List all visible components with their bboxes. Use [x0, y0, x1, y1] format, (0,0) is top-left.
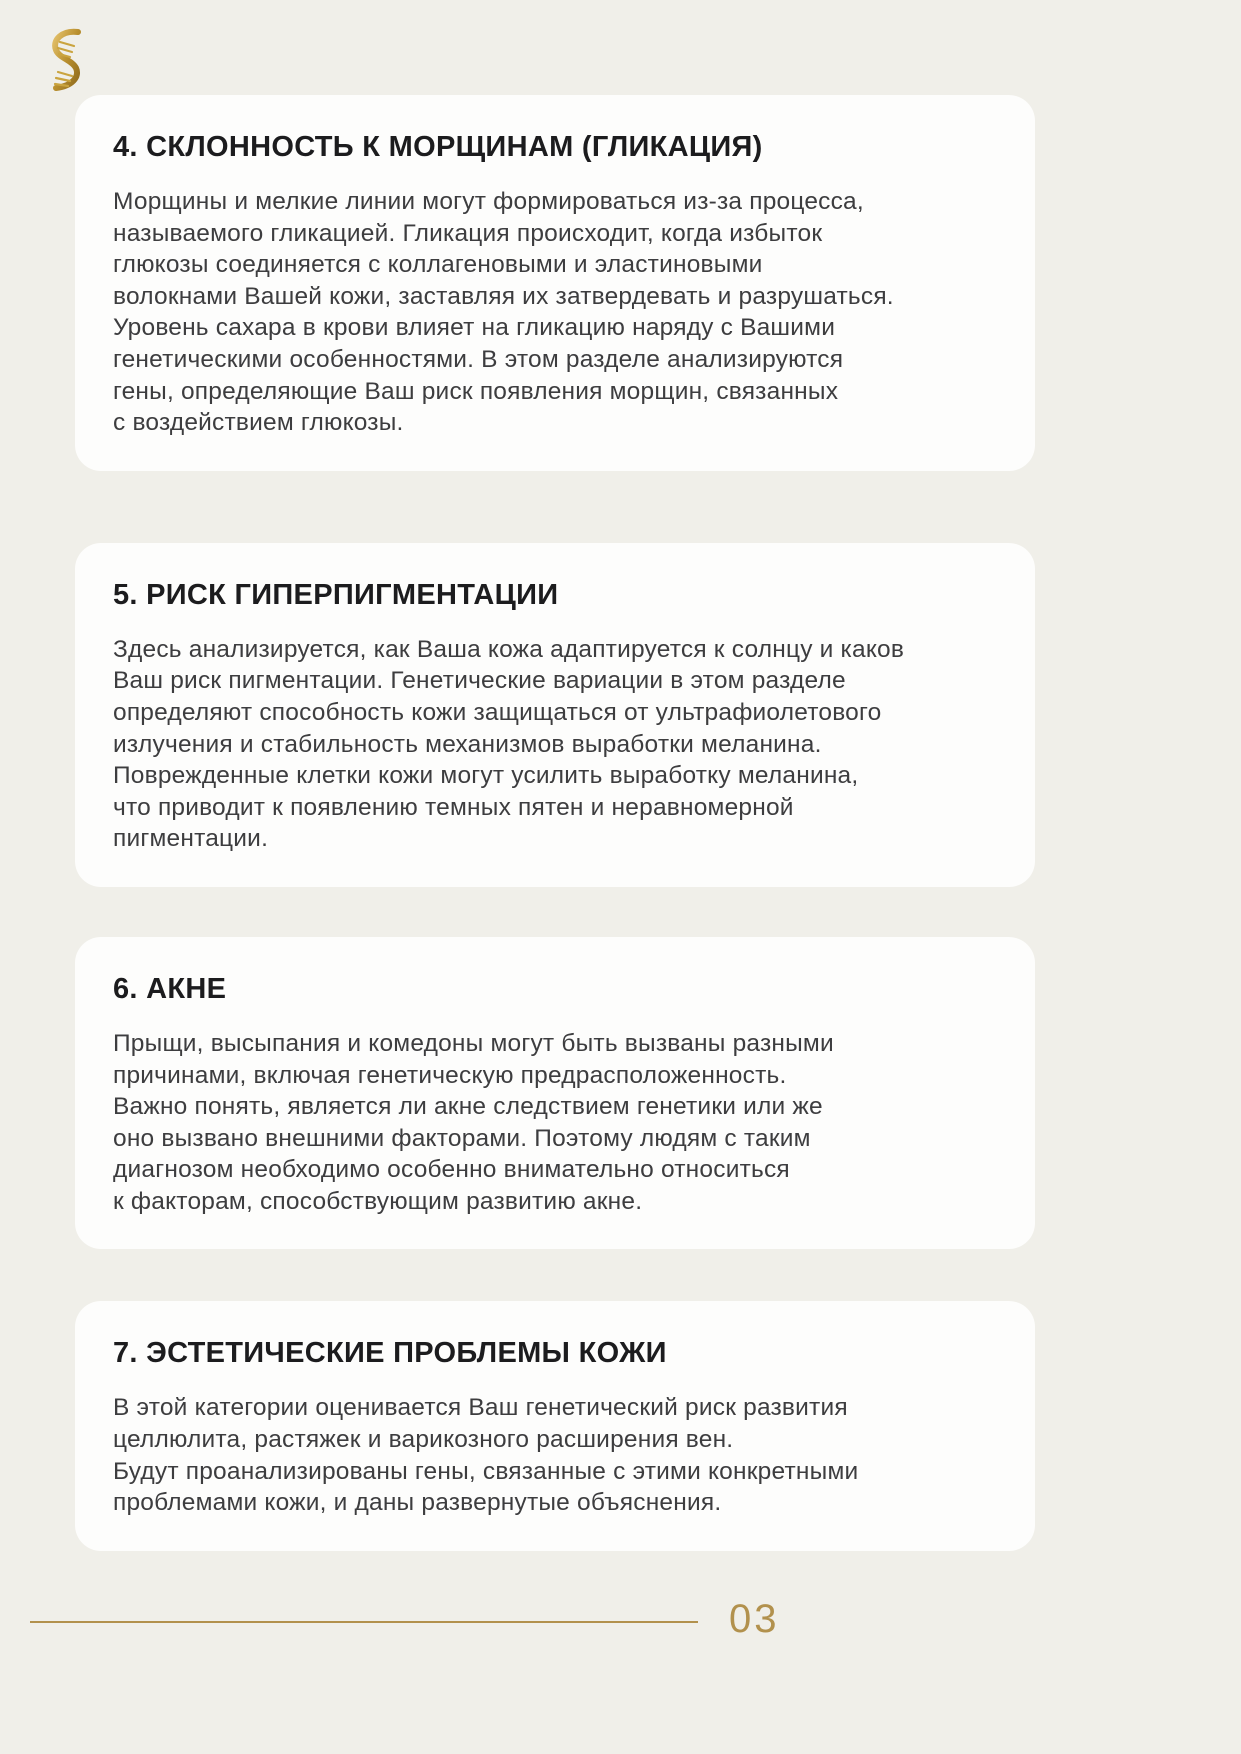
dna-helix-logo-icon	[52, 28, 81, 91]
section-body-text: Прыщи, высыпания и комедоны могут быть в…	[113, 1029, 834, 1215]
section-heading: 5. РИСК ГИПЕРПИГМЕНТАЦИИ	[113, 578, 559, 611]
section-card-acne: 6. АКНЕ Прыщи, высыпания и комедоны могу…	[75, 936, 1035, 1250]
section-heading: 4. СКЛОННОСТЬ К МОРЩИНАМ (ГЛИКАЦИЯ)	[113, 131, 763, 163]
section-card-aesthetic-problems: 7. ЭСТЕТИЧЕСКИЕ ПРОБЛЕМЫ КОЖИ В этой кат…	[75, 1301, 1035, 1551]
section-heading: 6. АКНЕ	[113, 972, 227, 1005]
section-card-list: 4. СКЛОННОСТЬ К МОРЩИНАМ (ГЛИКАЦИЯ) Морщ…	[75, 95, 1035, 1551]
footer-divider-line	[30, 1621, 698, 1623]
section-body-text: Здесь анализируется, как Ваша кожа адапт…	[113, 635, 905, 853]
page-number: 03	[729, 1597, 780, 1641]
section-body-text: Морщины и мелкие линии могут формировать…	[113, 188, 894, 437]
section-card-wrinkles: 4. СКЛОННОСТЬ К МОРЩИНАМ (ГЛИКАЦИЯ) Морщ…	[75, 95, 1035, 471]
section-heading: 7. ЭСТЕТИЧЕСКИЕ ПРОБЛЕМЫ КОЖИ	[113, 1337, 667, 1370]
section-card-hyperpigmentation: 5. РИСК ГИПЕРПИГМЕНТАЦИИ Здесь анализиру…	[75, 542, 1035, 887]
section-body-text: В этой категории оценивается Ваш генетич…	[113, 1394, 859, 1517]
